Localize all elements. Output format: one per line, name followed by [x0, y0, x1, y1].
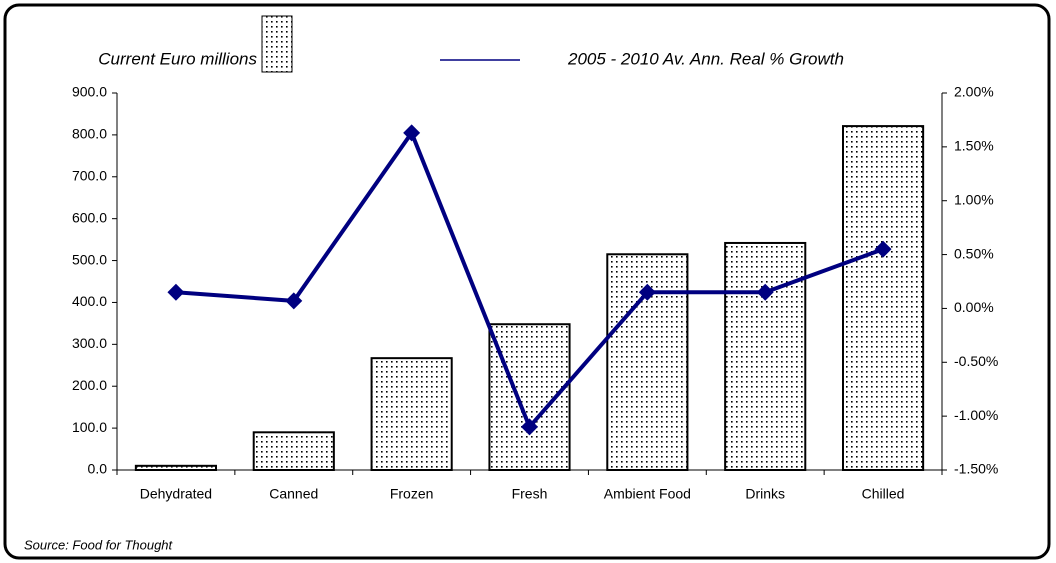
- marker: [756, 283, 774, 301]
- bar: [724, 241, 807, 471]
- y2-tick-label: -0.50%: [954, 353, 998, 369]
- marker: [521, 418, 538, 436]
- y-tick-label: 100.0: [72, 419, 107, 435]
- y2-tick-label: 0.00%: [954, 299, 994, 315]
- bar: [252, 431, 335, 471]
- y-tick-label: 300.0: [72, 335, 107, 351]
- x-tick-label: Canned: [269, 486, 318, 502]
- legend-label: Current Euro millions: [98, 49, 257, 68]
- y2-tick-label: 0.50%: [954, 245, 994, 261]
- y2-tick-label: -1.50%: [954, 461, 998, 477]
- marker: [403, 124, 421, 142]
- y2-tick-label: 2.00%: [954, 84, 994, 100]
- bar: [134, 464, 218, 471]
- x-tick-label: Frozen: [390, 486, 434, 502]
- y2-tick-label: 1.50%: [954, 138, 994, 154]
- y2-tick-label: 1.00%: [954, 191, 994, 207]
- marker: [285, 292, 303, 310]
- source-note: Source: Food for Thought: [24, 537, 174, 552]
- legend-swatch: [261, 15, 293, 73]
- x-tick-label: Fresh: [512, 486, 548, 502]
- y-tick-label: 200.0: [72, 377, 107, 393]
- y2-tick-label: -1.00%: [954, 407, 998, 423]
- marker: [874, 240, 892, 258]
- x-tick-label: Dehydrated: [140, 486, 212, 502]
- y-tick-label: 600.0: [72, 209, 107, 225]
- y-tick-label: 0.0: [88, 461, 108, 477]
- legend-label: 2005 - 2010 Av. Ann. Real % Growth: [567, 49, 844, 68]
- y-tick-label: 500.0: [72, 251, 107, 267]
- x-tick-label: Chilled: [862, 486, 905, 502]
- marker: [638, 283, 656, 301]
- y-tick-label: 700.0: [72, 167, 107, 183]
- y-tick-label: 900.0: [72, 84, 107, 100]
- y-tick-label: 800.0: [72, 126, 107, 142]
- marker: [167, 283, 185, 301]
- x-tick-label: Drinks: [745, 486, 785, 502]
- y-tick-label: 400.0: [72, 293, 107, 309]
- x-tick-label: Ambient Food: [604, 486, 691, 502]
- bar: [842, 125, 925, 471]
- bar: [370, 357, 453, 472]
